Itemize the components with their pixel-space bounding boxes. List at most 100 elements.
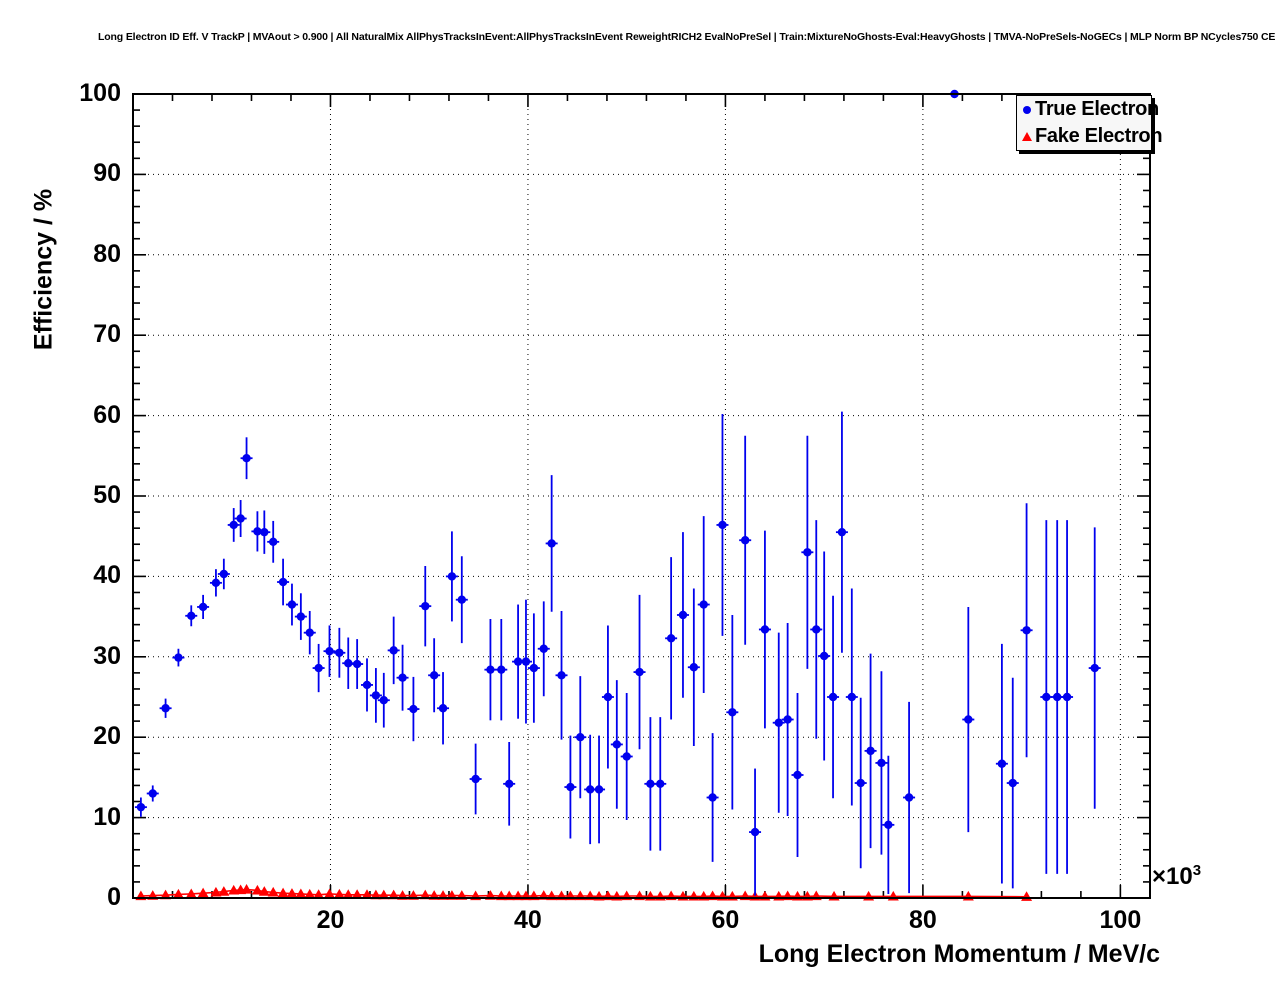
true-electron-marker	[352, 659, 362, 669]
true-electron-marker	[566, 782, 575, 792]
circle-marker-icon	[1019, 105, 1035, 114]
true-electron-marker	[305, 628, 314, 637]
true-electron-marker	[547, 539, 556, 548]
fake-electron-marker	[342, 889, 354, 899]
true-electron-marker	[678, 610, 688, 620]
true-electron-marker	[521, 657, 531, 666]
true-electron-marker	[997, 759, 1007, 768]
true-electron-marker	[174, 653, 183, 662]
true-electron-marker	[325, 646, 334, 656]
triangle-marker-icon	[1019, 132, 1035, 141]
fake-electron-marker	[241, 884, 253, 894]
true-electron-marker	[260, 527, 269, 537]
fake-electron-marker	[258, 886, 270, 896]
true-electron-marker	[612, 740, 622, 749]
true-electron-marker	[877, 758, 886, 768]
true-electron-marker	[803, 548, 812, 557]
true-electron-marker	[728, 708, 737, 717]
true-electron-marker	[635, 667, 644, 677]
fake-electron-marker	[333, 888, 345, 899]
true-electron-marker	[884, 820, 893, 830]
legend-item-label: Fake Electron	[1035, 125, 1163, 147]
true-electron-marker	[837, 527, 847, 537]
true-electron-marker	[783, 715, 792, 724]
true-electron-marker	[740, 536, 750, 545]
fake-electron-marker	[210, 886, 222, 897]
true-electron-marker	[278, 577, 288, 587]
true-electron-marker	[344, 659, 353, 668]
fake-electron-marker	[160, 889, 172, 900]
true-electron-marker	[513, 657, 523, 666]
true-electron-marker	[187, 611, 196, 620]
true-electron-marker	[1008, 778, 1017, 788]
true-electron-marker	[242, 454, 251, 463]
true-electron-marker	[389, 646, 398, 655]
fake-electron-marker	[172, 888, 184, 899]
true-electron-marker	[594, 785, 604, 794]
true-electron-marker	[964, 715, 973, 724]
true-electron-marker	[866, 746, 875, 756]
true-electron-marker	[409, 704, 418, 714]
chart-legend: True Electron Fake Electron	[1016, 95, 1163, 151]
page-title: Long Electron ID Eff. V TrackP | MVAout …	[98, 31, 1276, 43]
true-electron-marker	[603, 692, 613, 702]
true-electron-marker	[585, 785, 595, 794]
true-electron-marker	[622, 752, 631, 761]
true-electron-marker	[253, 527, 262, 536]
true-electron-marker	[229, 520, 238, 530]
axis-multiplier-exponent: 3	[1192, 862, 1202, 879]
fake-electron-marker	[378, 889, 390, 900]
true-electron-marker	[497, 665, 506, 674]
fake-electron-marker	[361, 889, 373, 899]
fake-electron-marker	[251, 884, 263, 895]
fake-electron-marker	[295, 888, 307, 899]
true-electron-marker	[379, 696, 388, 705]
legend-item-fake-electron: Fake Electron	[1017, 123, 1163, 150]
true-electron-marker	[429, 671, 439, 680]
fake-electron-marker	[351, 889, 363, 899]
fake-electron-marker	[286, 888, 298, 898]
true-electron-marker	[750, 827, 760, 837]
plot-frame	[132, 93, 1151, 899]
fake-electron-marker	[267, 886, 279, 897]
true-electron-marker	[828, 692, 838, 702]
true-electron-marker	[211, 578, 221, 588]
true-electron-marker	[529, 663, 539, 673]
true-electron-marker	[136, 802, 146, 812]
true-electron-marker	[287, 600, 297, 609]
true-electron-marker	[486, 665, 495, 674]
true-electron-marker	[819, 651, 829, 661]
fake-electron-marker	[218, 886, 230, 896]
fake-electron-marker	[277, 887, 289, 898]
true-electron-marker	[760, 625, 770, 634]
true-electron-marker	[576, 733, 585, 742]
true-electron-marker	[296, 612, 306, 621]
fake-electron-marker	[388, 889, 400, 900]
true-electron-marker	[161, 704, 170, 713]
true-electron-marker	[398, 673, 407, 682]
fake-electron-marker	[197, 887, 209, 898]
true-electron-marker	[646, 779, 655, 789]
true-electron-marker	[219, 569, 229, 579]
true-electron-marker	[774, 718, 783, 727]
true-electron-marker	[1042, 692, 1051, 702]
fake-electron-marker	[323, 888, 335, 899]
true-electron-marker	[269, 537, 278, 547]
fake-electron-marker	[419, 889, 431, 900]
true-electron-marker	[447, 572, 457, 581]
true-electron-marker	[793, 770, 802, 780]
true-electron-marker	[198, 602, 208, 612]
true-electron-marker	[504, 779, 514, 789]
true-electron-marker	[471, 774, 480, 784]
axis-multiplier-base: ×10	[1152, 863, 1193, 890]
fake-electron-marker	[304, 888, 316, 899]
true-electron-marker	[847, 692, 857, 702]
true-electron-marker	[1090, 663, 1099, 673]
true-electron-marker	[718, 520, 727, 530]
true-electron-marker	[314, 663, 323, 673]
true-electron-marker	[362, 680, 372, 690]
true-electron-marker	[557, 671, 566, 680]
true-electron-marker	[699, 600, 708, 609]
true-electron-marker	[1062, 692, 1072, 702]
